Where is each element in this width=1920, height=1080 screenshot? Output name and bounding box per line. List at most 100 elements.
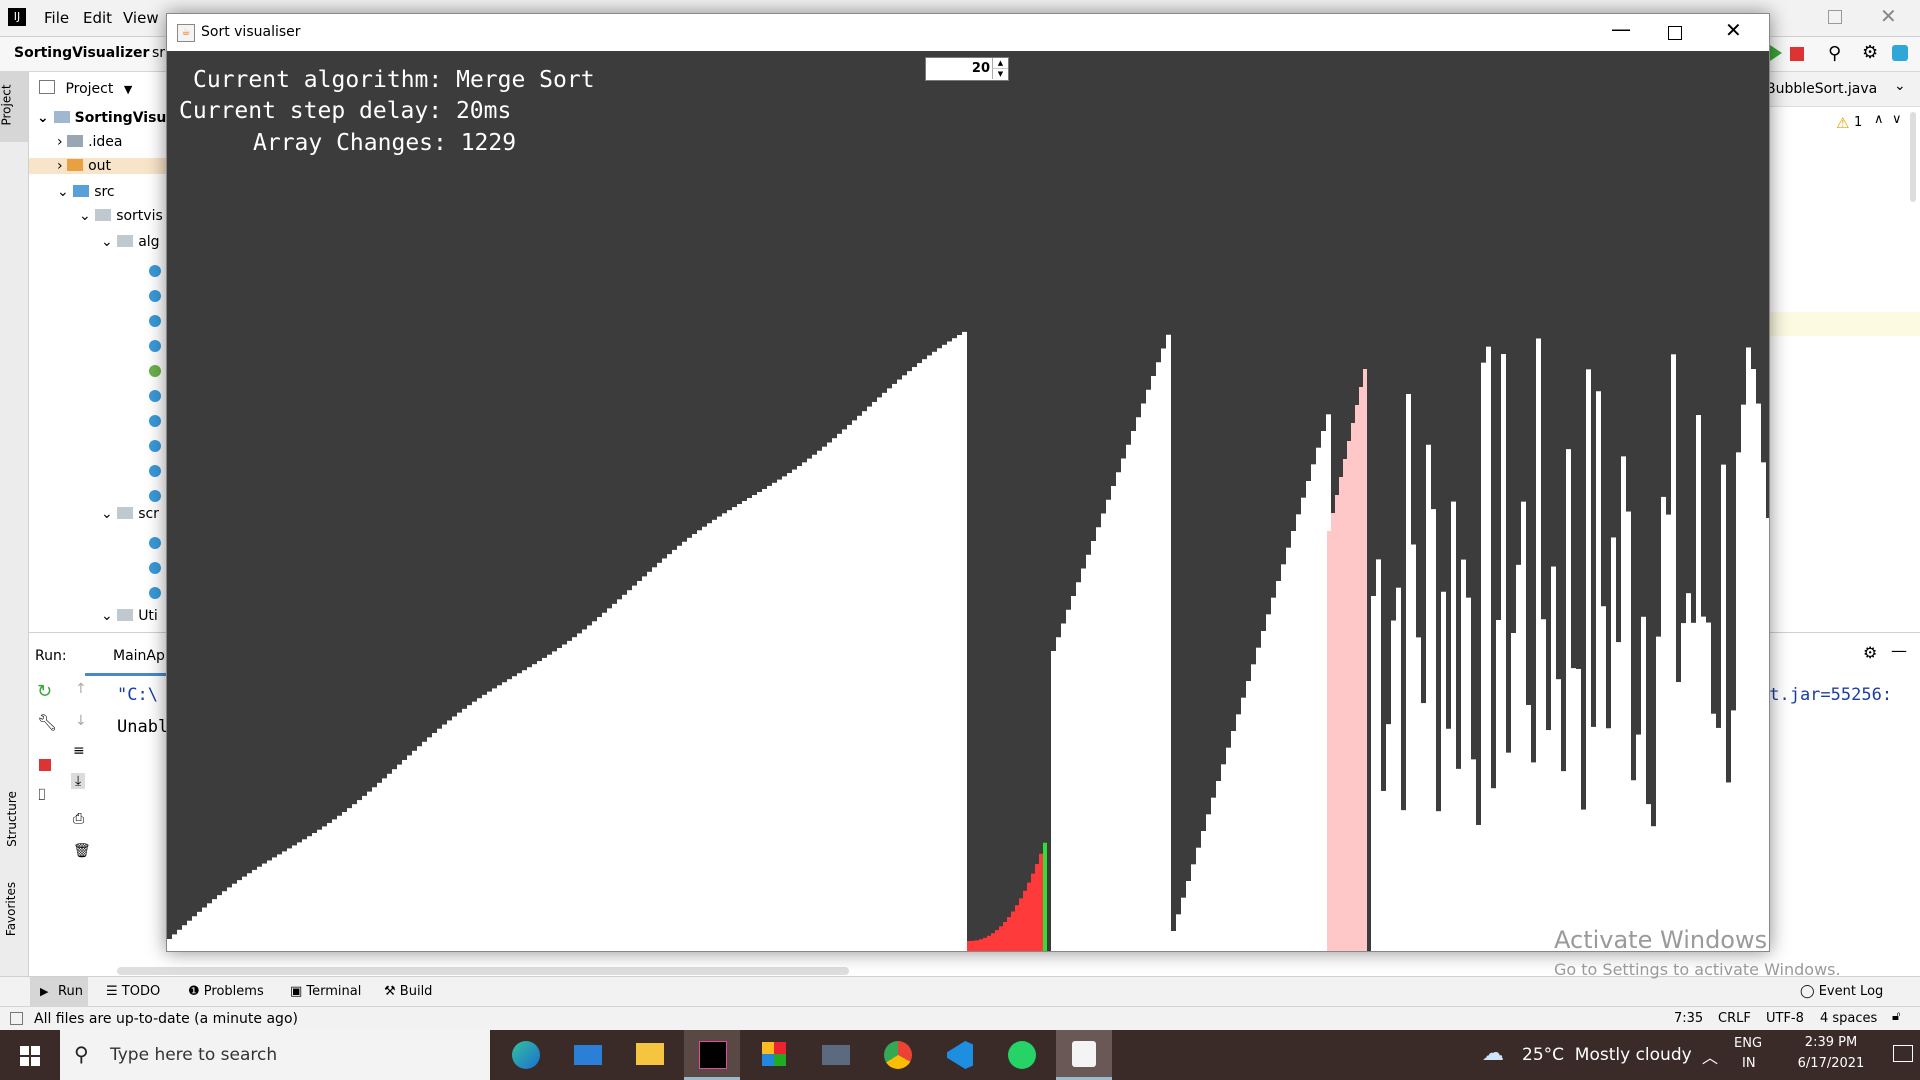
class-icon[interactable]: [149, 315, 161, 327]
stop-icon[interactable]: [39, 759, 51, 771]
console-hscrollbar[interactable]: [117, 967, 849, 975]
chevron-down-icon-2[interactable]: ∨: [1892, 112, 1902, 127]
tree-item-idea[interactable]: › .idea: [57, 134, 123, 150]
taskbar-app-whatsapp[interactable]: [994, 1030, 1050, 1080]
class-icon[interactable]: [149, 390, 161, 402]
project-panel-header[interactable]: Project ▼: [39, 80, 132, 97]
up-arrow-icon[interactable]: ↑: [75, 681, 87, 697]
breadcrumb-project[interactable]: SortingVisualizer: [14, 45, 150, 61]
spinner-up-arrow[interactable]: ▲: [992, 58, 1008, 69]
breadcrumb-src[interactable]: sr: [152, 45, 166, 61]
taskbar-app-mail[interactable]: [560, 1030, 616, 1080]
taskbar-app-java[interactable]: [1056, 1030, 1112, 1080]
soft-wrap-icon[interactable]: ≡: [73, 743, 85, 759]
menu-view[interactable]: View: [123, 9, 159, 27]
taskbar-app-explorer[interactable]: [622, 1030, 678, 1080]
bottom-tab-build[interactable]: ⚒ Build: [384, 984, 432, 999]
maximize-icon[interactable]: [1668, 26, 1682, 40]
taskbar-search-box[interactable]: ⚲ Type here to search: [60, 1030, 490, 1080]
tree-item-sortvis[interactable]: ⌄ sortvis: [79, 208, 163, 224]
rerun-icon[interactable]: ↻: [37, 681, 53, 702]
status-indent[interactable]: 4 spaces: [1820, 1011, 1878, 1026]
bottom-tab-run[interactable]: ▶ Run: [30, 977, 88, 1007]
start-button[interactable]: [0, 1030, 60, 1080]
menu-edit[interactable]: Edit: [83, 9, 113, 27]
bottom-tab-terminal[interactable]: ▣ Terminal: [290, 984, 361, 999]
status-toggle-icon[interactable]: [10, 1012, 23, 1025]
bottom-tab-problems[interactable]: ❶ Problems: [188, 984, 264, 999]
minimize-icon[interactable]: —: [1611, 17, 1631, 41]
gear-icon[interactable]: ⚙: [1863, 643, 1878, 662]
chevron-down-icon[interactable]: ⌄: [1894, 78, 1906, 94]
code-with-me-icon[interactable]: [1892, 45, 1908, 61]
tree-item-out[interactable]: › out: [29, 158, 169, 174]
clock[interactable]: 2:39 PM 6/17/2021: [1786, 1030, 1876, 1080]
class-icon[interactable]: [149, 587, 161, 599]
camera-icon[interactable]: ⌷: [37, 785, 47, 804]
status-encoding[interactable]: UTF-8: [1766, 1011, 1804, 1026]
taskbar-app-chrome[interactable]: [870, 1030, 926, 1080]
down-arrow-icon[interactable]: ↓: [75, 713, 87, 729]
class-icon[interactable]: [149, 465, 161, 477]
class-icon[interactable]: [149, 290, 161, 302]
class-icon[interactable]: [149, 537, 161, 549]
delay-spinner[interactable]: 20 ▲ ▼: [925, 57, 1009, 81]
notification-icon[interactable]: [1886, 1030, 1920, 1080]
bar: [1501, 354, 1506, 951]
bottom-tab-todo[interactable]: ☰ TODO: [106, 984, 160, 999]
close-icon[interactable]: ✕: [1725, 18, 1742, 42]
taskbar-app-vscode[interactable]: [932, 1030, 988, 1080]
spinner-down-arrow[interactable]: ▼: [992, 69, 1008, 79]
chevron-up-icon[interactable]: ∧: [1874, 112, 1884, 127]
minimize-panel-icon[interactable]: —: [1891, 641, 1907, 660]
class-icon[interactable]: [149, 265, 161, 277]
taskbar-app-intellij[interactable]: [684, 1030, 740, 1080]
trash-icon[interactable]: 🗑︎: [73, 843, 91, 859]
chevron-up-icon[interactable]: ︿: [1702, 1048, 1719, 1067]
tree-item-alg[interactable]: ⌄ alg: [101, 234, 160, 250]
status-line-separator[interactable]: CRLF: [1718, 1011, 1751, 1026]
print-icon[interactable]: ⎙: [73, 811, 85, 827]
scroll-to-end-icon[interactable]: ⤓: [71, 773, 86, 789]
taskbar-app-office[interactable]: [746, 1030, 802, 1080]
language-indicator[interactable]: ENG IN: [1730, 1030, 1780, 1080]
stop-icon[interactable]: [1790, 47, 1804, 61]
restore-icon[interactable]: [1828, 10, 1842, 24]
close-icon[interactable]: ✕: [1880, 4, 1897, 28]
event-log-button[interactable]: ◯ Event Log: [1800, 984, 1883, 999]
sort-window-titlebar[interactable]: ☕ Sort visualiser — ✕: [167, 14, 1769, 51]
class-icon[interactable]: [149, 440, 161, 452]
taskbar-app-edge[interactable]: [498, 1030, 554, 1080]
bar: [382, 778, 387, 951]
editor-scrollbar[interactable]: [1910, 112, 1916, 202]
side-tab-project[interactable]: Project: [0, 72, 28, 142]
taskbar-app-tv[interactable]: [808, 1030, 864, 1080]
search-icon[interactable]: ⚲: [1828, 43, 1842, 64]
class-icon[interactable]: [149, 415, 161, 427]
weather-widget[interactable]: ☁ 25°C Mostly cloudy: [1478, 1030, 1692, 1080]
tree-class-list: [149, 260, 161, 510]
bar: [1056, 637, 1061, 951]
status-caret-position[interactable]: 7:35: [1674, 1011, 1704, 1026]
interface-icon[interactable]: [149, 365, 161, 377]
tree-item-uti[interactable]: ⌄ Uti: [101, 608, 158, 624]
lock-icon[interactable]: 🔓︎: [1892, 1009, 1901, 1024]
delay-spinner-value[interactable]: 20: [971, 61, 990, 76]
editor-tab[interactable]: BubbleSort.java ⌄: [1766, 72, 1920, 107]
class-icon[interactable]: [149, 562, 161, 574]
tree-item-src[interactable]: ⌄ src: [57, 184, 115, 200]
menu-file[interactable]: File: [44, 9, 70, 27]
run-play-icon[interactable]: [1770, 45, 1782, 61]
gear-icon[interactable]: ⚙: [1862, 42, 1879, 63]
side-tab-favorites-label[interactable]: Favorites: [4, 881, 19, 937]
run-tab[interactable]: MainApp: [85, 639, 205, 676]
bar: [212, 899, 217, 951]
tree-item-scr[interactable]: ⌄ scr: [101, 506, 159, 522]
class-icon[interactable]: [149, 490, 161, 502]
warning-icon[interactable]: ⚠: [1836, 114, 1850, 132]
tree-item-project[interactable]: ⌄ SortingVisua: [37, 110, 176, 126]
class-icon[interactable]: [149, 340, 161, 352]
bar: [1661, 496, 1666, 951]
wrench-icon[interactable]: 🔧︎: [37, 713, 58, 732]
side-tab-structure-label[interactable]: Structure: [4, 791, 19, 847]
